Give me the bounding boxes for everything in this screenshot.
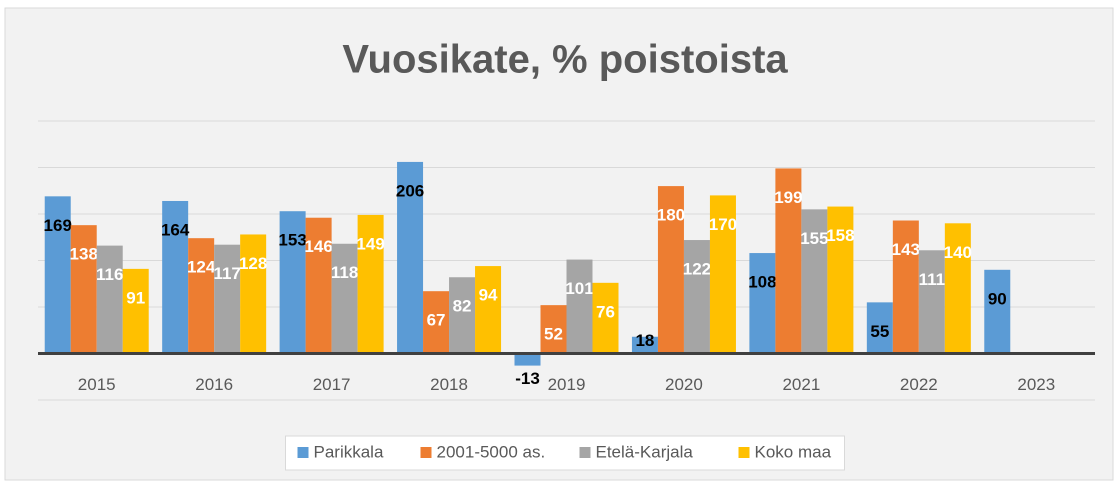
bar bbox=[566, 259, 593, 354]
bar bbox=[44, 196, 71, 354]
data-label: 118 bbox=[331, 263, 358, 282]
bar bbox=[918, 250, 945, 354]
data-label: 143 bbox=[892, 240, 920, 259]
data-label: 117 bbox=[213, 264, 240, 283]
bar bbox=[540, 305, 567, 354]
bar bbox=[162, 200, 189, 354]
x-tick-label: 2020 bbox=[665, 375, 703, 394]
data-label: 116 bbox=[96, 265, 123, 284]
bar bbox=[944, 223, 971, 354]
legend-swatch bbox=[420, 447, 432, 458]
legend-label: Etelä-Karjala bbox=[596, 442, 694, 461]
x-tick-label: 2023 bbox=[1017, 375, 1055, 394]
legend-label: Koko maa bbox=[755, 442, 832, 461]
legend-swatch bbox=[579, 447, 591, 458]
bar bbox=[397, 161, 424, 354]
bar bbox=[96, 245, 123, 354]
data-label: 52 bbox=[544, 325, 563, 344]
data-label: -13 bbox=[515, 369, 540, 388]
data-label: 101 bbox=[565, 279, 593, 298]
data-label: 180 bbox=[657, 206, 685, 225]
data-label: 153 bbox=[278, 231, 306, 250]
bar bbox=[449, 277, 476, 354]
data-label: 55 bbox=[870, 322, 889, 341]
data-label: 76 bbox=[596, 302, 615, 321]
bar bbox=[827, 206, 854, 354]
x-tick-label: 2022 bbox=[900, 375, 938, 394]
bar bbox=[240, 234, 267, 354]
data-label: 140 bbox=[944, 243, 972, 262]
bar bbox=[279, 211, 306, 354]
data-label: 149 bbox=[356, 234, 384, 253]
bar bbox=[709, 195, 736, 354]
x-tick-label: 2019 bbox=[548, 375, 586, 394]
data-label: 122 bbox=[683, 260, 711, 279]
bar bbox=[475, 266, 502, 354]
legend-label: 2001-5000 as. bbox=[437, 442, 546, 461]
data-label: 164 bbox=[161, 220, 190, 239]
bar bbox=[775, 168, 802, 354]
data-label: 124 bbox=[187, 258, 216, 277]
data-label: 90 bbox=[988, 289, 1007, 308]
data-label: 111 bbox=[919, 270, 946, 289]
bar bbox=[866, 302, 893, 354]
data-label: 199 bbox=[774, 188, 802, 207]
x-tick-label: 2015 bbox=[78, 375, 116, 394]
bar bbox=[423, 291, 450, 354]
data-label: 82 bbox=[453, 297, 472, 316]
bar bbox=[514, 353, 541, 366]
data-label: 18 bbox=[635, 331, 654, 350]
bar bbox=[305, 217, 332, 354]
x-tick-label: 2021 bbox=[782, 375, 820, 394]
legend-label: Parikkala bbox=[314, 442, 384, 461]
legend-swatch bbox=[297, 447, 309, 458]
bar bbox=[70, 225, 97, 354]
data-label: 170 bbox=[709, 215, 737, 234]
bar bbox=[683, 240, 710, 354]
legend-swatch bbox=[738, 447, 750, 458]
bar bbox=[331, 243, 358, 354]
data-label: 138 bbox=[70, 245, 98, 264]
data-label: 108 bbox=[748, 273, 776, 292]
data-label: 155 bbox=[800, 229, 828, 248]
legend-box bbox=[285, 435, 845, 471]
data-label: 158 bbox=[826, 226, 854, 245]
bar bbox=[892, 220, 919, 354]
x-tick-label: 2017 bbox=[313, 375, 351, 394]
bar bbox=[801, 209, 828, 354]
data-label: 91 bbox=[126, 288, 145, 307]
data-label: 169 bbox=[44, 216, 72, 235]
data-label: 128 bbox=[239, 254, 267, 273]
data-label: 94 bbox=[479, 286, 498, 305]
bar bbox=[214, 244, 241, 354]
bar bbox=[188, 238, 215, 354]
bar bbox=[122, 268, 149, 354]
x-tick-label: 2018 bbox=[430, 375, 468, 394]
bar bbox=[749, 253, 776, 354]
bar bbox=[357, 214, 384, 354]
data-label: 206 bbox=[396, 181, 424, 200]
bar bbox=[631, 336, 658, 354]
bar bbox=[592, 282, 619, 354]
bar bbox=[984, 269, 1011, 354]
x-tick-label: 2016 bbox=[195, 375, 233, 394]
chart-title: Vuosikate, % poistoista bbox=[342, 38, 788, 82]
bar bbox=[657, 186, 684, 354]
data-label: 146 bbox=[304, 237, 332, 256]
data-label: 67 bbox=[427, 311, 446, 330]
